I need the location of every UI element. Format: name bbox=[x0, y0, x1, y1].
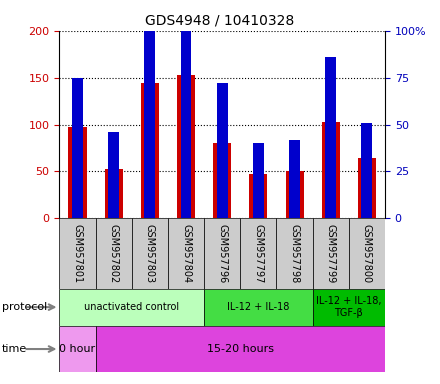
Bar bbox=[69, 127, 87, 218]
Bar bbox=[217, 83, 227, 218]
Bar bbox=[168, 218, 204, 289]
Text: GDS4948 / 10410328: GDS4948 / 10410328 bbox=[145, 13, 295, 27]
Text: unactivated control: unactivated control bbox=[84, 302, 180, 312]
Bar bbox=[362, 122, 372, 218]
Bar bbox=[313, 289, 385, 326]
Text: GSM957800: GSM957800 bbox=[362, 224, 372, 283]
Bar bbox=[358, 158, 376, 218]
Text: GSM957796: GSM957796 bbox=[217, 224, 227, 283]
Text: protocol: protocol bbox=[2, 302, 48, 312]
Text: GSM957801: GSM957801 bbox=[73, 224, 82, 283]
Text: GSM957798: GSM957798 bbox=[290, 224, 300, 283]
Bar bbox=[72, 78, 83, 218]
Bar bbox=[276, 218, 313, 289]
Bar bbox=[204, 289, 313, 326]
Bar bbox=[204, 218, 240, 289]
Text: GSM957802: GSM957802 bbox=[109, 224, 119, 283]
Bar bbox=[240, 218, 276, 289]
Bar bbox=[144, 31, 155, 218]
Text: IL-12 + IL-18: IL-12 + IL-18 bbox=[227, 302, 290, 312]
Text: 15-20 hours: 15-20 hours bbox=[207, 344, 274, 354]
Bar bbox=[59, 218, 95, 289]
Text: IL-12 + IL-18,
TGF-β: IL-12 + IL-18, TGF-β bbox=[316, 296, 381, 318]
Bar bbox=[180, 25, 191, 218]
Bar bbox=[108, 132, 119, 218]
Bar bbox=[59, 289, 204, 326]
Bar bbox=[95, 326, 385, 372]
Bar bbox=[213, 143, 231, 218]
Bar bbox=[249, 174, 268, 218]
Bar bbox=[289, 139, 300, 218]
Bar bbox=[59, 326, 95, 372]
Text: GSM957799: GSM957799 bbox=[326, 224, 336, 283]
Text: GSM957803: GSM957803 bbox=[145, 224, 155, 283]
Bar bbox=[132, 218, 168, 289]
Text: 0 hour: 0 hour bbox=[59, 344, 95, 354]
Bar bbox=[322, 122, 340, 218]
Bar bbox=[325, 57, 336, 218]
Text: GSM957797: GSM957797 bbox=[253, 224, 264, 283]
Bar bbox=[253, 143, 264, 218]
Bar bbox=[177, 75, 195, 218]
Text: time: time bbox=[2, 344, 27, 354]
Bar bbox=[313, 218, 349, 289]
Bar bbox=[105, 169, 123, 218]
Bar bbox=[141, 83, 159, 218]
Text: GSM957804: GSM957804 bbox=[181, 224, 191, 283]
Bar bbox=[349, 218, 385, 289]
Bar bbox=[95, 218, 132, 289]
Bar bbox=[286, 170, 304, 218]
